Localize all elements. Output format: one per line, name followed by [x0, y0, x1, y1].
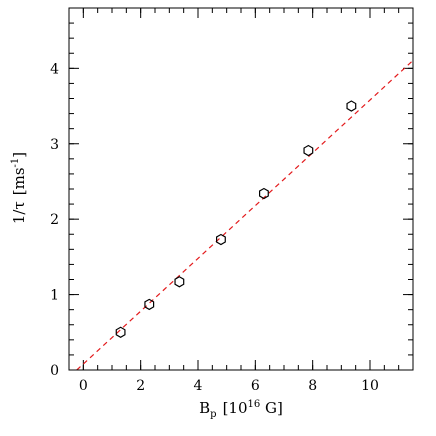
- fit-line: [76, 59, 414, 371]
- data-point: [144, 298, 155, 311]
- x-axis-unit-close: G]: [260, 399, 283, 417]
- x-tick-label: 4: [194, 378, 203, 394]
- x-axis-title: Bp [1016 G]: [199, 399, 283, 420]
- x-axis-unit-open: [10: [223, 399, 248, 417]
- y-axis-title: 1/τ[ms-1]: [10, 152, 28, 224]
- data-point: [216, 233, 226, 246]
- data-point: [303, 144, 314, 157]
- data-point: [115, 326, 126, 338]
- y-tick-label: 1: [50, 288, 59, 304]
- x-axis-subscript: p: [210, 409, 216, 420]
- y-axis-unit-exponent: -1: [10, 158, 21, 168]
- data-points: [115, 100, 357, 338]
- x-axis-unit-exponent: 16: [248, 399, 261, 410]
- y-axis-unit-close: ]: [10, 152, 28, 158]
- y-tick-label: 2: [50, 212, 59, 228]
- major-ticks: [69, 8, 413, 371]
- minor-ticks: [68, 7, 414, 371]
- y-tick-label: 0: [50, 363, 59, 379]
- data-point: [174, 276, 185, 288]
- x-tick-labels: 0 2 4 6 8 10: [79, 378, 379, 394]
- data-point: [259, 187, 269, 200]
- x-tick-label: 10: [361, 378, 379, 394]
- y-axis-unit-open: [ms: [10, 167, 28, 195]
- y-tick-labels: 0 1 2 3 4: [50, 61, 59, 379]
- fit-line-layer: [76, 59, 414, 371]
- x-tick-label: 6: [251, 378, 260, 394]
- plot-frame: [68, 7, 414, 371]
- y-tick-label: 3: [50, 137, 59, 153]
- x-tick-label: 2: [136, 378, 145, 394]
- x-tick-label: 0: [79, 378, 88, 394]
- data-point: [346, 100, 357, 112]
- x-tick-label: 8: [308, 378, 317, 394]
- y-tick-label: 4: [50, 61, 59, 77]
